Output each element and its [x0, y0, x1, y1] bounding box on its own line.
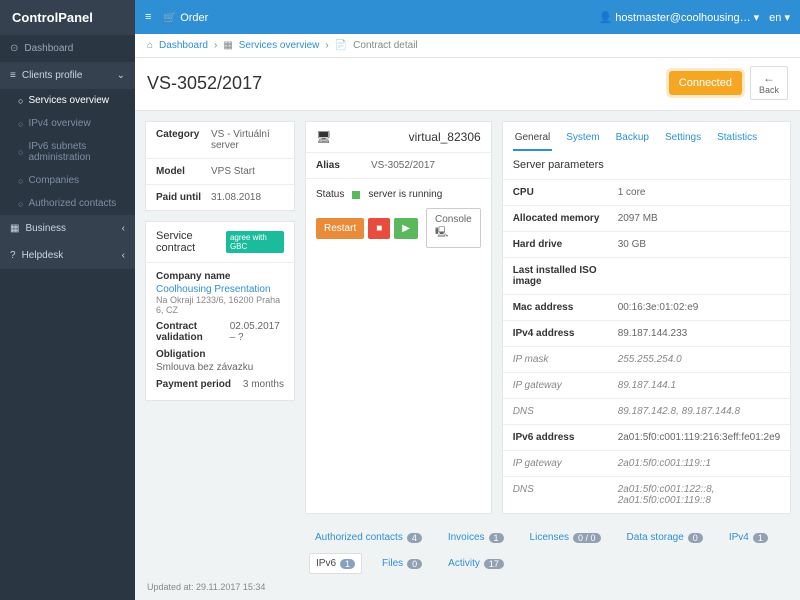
subnav-auth-contacts[interactable]: Authorized contacts	[0, 192, 135, 215]
subnav-services-overview[interactable]: Services overview	[0, 89, 135, 112]
connected-button[interactable]: Connected	[669, 71, 742, 95]
restart-button[interactable]: Restart	[316, 218, 364, 239]
tab-backup[interactable]: Backup	[614, 128, 651, 151]
bottom-tabs: Authorized contacts4 Invoices1 Licenses0…	[305, 522, 790, 574]
btab-data-storage[interactable]: Data storage0	[621, 528, 709, 547]
nav-business[interactable]: ▦ Business	[0, 215, 135, 242]
crumb-services[interactable]: Services overview	[239, 40, 320, 51]
page-header: VS-3052/2017 Connected Back	[135, 58, 800, 111]
btab-activity[interactable]: Activity17	[442, 553, 510, 574]
subnav-ipv6-subnets[interactable]: IPv6 subnets administration	[0, 135, 135, 169]
page-footer: Updated at: 29.11.2017 15:34	[135, 574, 800, 600]
nav-helpdesk[interactable]: ? Helpdesk	[0, 242, 135, 269]
menu-toggle-icon[interactable]: ≡	[145, 11, 151, 23]
service-contract-panel: Service contractagree with GBC Company n…	[145, 221, 295, 401]
tab-statistics[interactable]: Statistics	[715, 128, 759, 151]
play-button[interactable]: ▶	[394, 218, 418, 239]
home-icon: ⌂	[147, 40, 153, 51]
user-menu[interactable]: 👤 hostmaster@coolhousing… ▾	[599, 11, 760, 24]
vm-name: virtual_82306	[306, 122, 491, 153]
btab-auth-contacts[interactable]: Authorized contacts4	[309, 528, 428, 547]
tab-general[interactable]: General	[513, 128, 553, 151]
subnav-companies[interactable]: Companies	[0, 169, 135, 192]
btab-ipv6[interactable]: IPv61	[309, 553, 362, 574]
crumb-dashboard[interactable]: Dashboard	[159, 40, 208, 51]
brand: ControlPanel	[0, 0, 135, 35]
nav-clients-profile[interactable]: ≡ Clients profile	[0, 62, 135, 89]
tab-system[interactable]: System	[564, 128, 601, 151]
btab-licenses[interactable]: Licenses0 / 0	[524, 528, 607, 547]
back-button[interactable]: Back	[750, 66, 788, 100]
console-button[interactable]: Console 🖳	[426, 208, 481, 248]
nav-dashboard[interactable]: ⊙ Dashboard	[0, 35, 135, 62]
topbar: ≡ 🛒 Order 👤 hostmaster@coolhousing… ▾ en…	[135, 0, 800, 34]
status-dot-icon	[352, 191, 360, 199]
tab-settings[interactable]: Settings	[663, 128, 703, 151]
breadcrumb: ⌂ Dashboard › ▦Services overview › 📄Cont…	[135, 34, 800, 58]
sidebar: ControlPanel ⊙ Dashboard ≡ Clients profi…	[0, 0, 135, 600]
crumb-current: Contract detail	[353, 40, 417, 51]
lang-menu[interactable]: en ▾	[769, 11, 790, 24]
vm-panel: virtual_82306 AliasVS-3052/2017 Statusse…	[305, 121, 492, 514]
btab-invoices[interactable]: Invoices1	[442, 528, 510, 547]
gbc-badge: agree with GBC	[226, 231, 284, 253]
company-link[interactable]: Coolhousing Presentation	[156, 284, 284, 295]
subnav-ipv4-overview[interactable]: IPv4 overview	[0, 112, 135, 135]
btab-ipv4[interactable]: IPv41	[723, 528, 774, 547]
stop-button[interactable]: ■	[368, 218, 390, 239]
btab-files[interactable]: Files0	[376, 553, 428, 574]
server-params-panel: General System Backup Settings Statistic…	[502, 121, 792, 514]
page-title: VS-3052/2017	[147, 73, 262, 94]
category-panel: CategoryVS - Virtuální server ModelVPS S…	[145, 121, 295, 211]
order-link[interactable]: 🛒 Order	[163, 11, 208, 24]
